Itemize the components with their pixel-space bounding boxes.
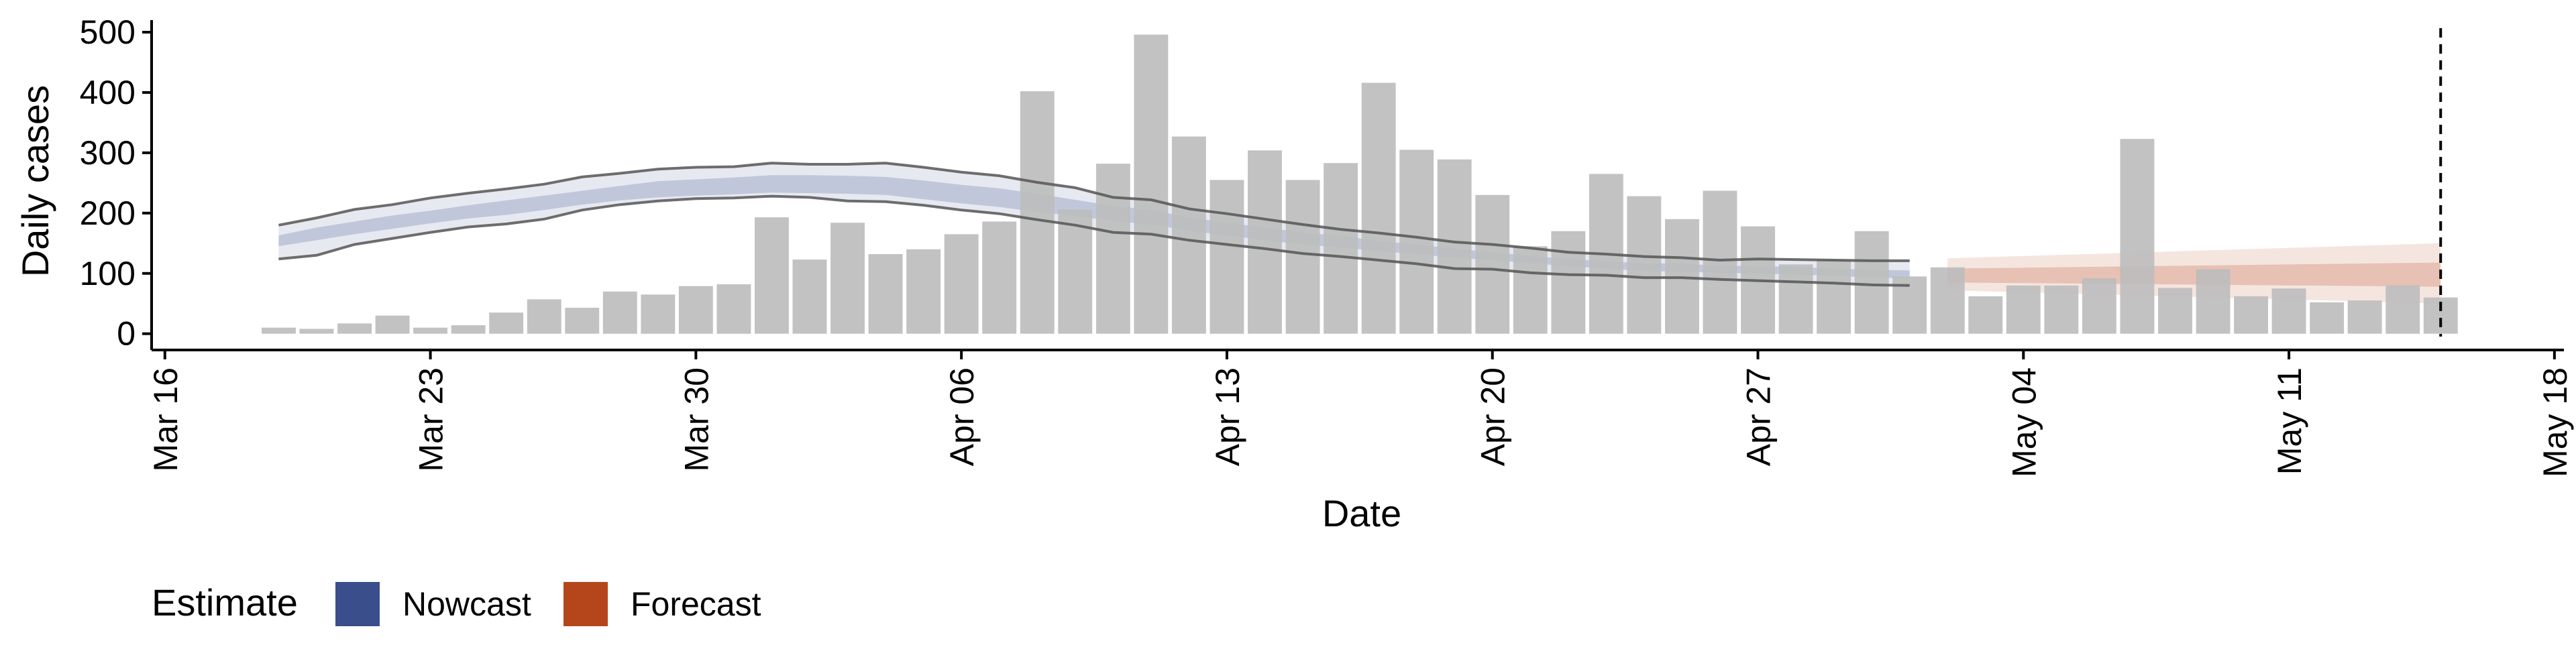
bar — [451, 325, 486, 334]
bar — [2082, 278, 2116, 334]
bar — [1095, 164, 1130, 334]
bar — [1248, 150, 1282, 334]
bar — [1475, 194, 1510, 334]
legend-title: Estimate — [152, 581, 298, 624]
bar — [2310, 302, 2345, 334]
y-axis: 0 100 200 300 400 500 — [80, 13, 152, 353]
x-tick-label: Mar 30 — [678, 367, 715, 472]
bar — [1551, 231, 1586, 334]
bar — [1134, 34, 1169, 334]
bar — [2044, 285, 2079, 334]
bar — [716, 284, 751, 334]
bound-lines-layer — [278, 162, 1910, 287]
bar — [1778, 264, 1813, 334]
bar — [489, 312, 524, 334]
legend: Estimate Nowcast Forecast — [152, 581, 761, 626]
y-tick-label: 200 — [80, 194, 136, 232]
y-axis-title: Daily cases — [14, 85, 56, 277]
bar — [1285, 180, 1320, 334]
nowcast-upper-bound-line — [278, 162, 1910, 262]
bar — [413, 327, 447, 334]
y-tick-label: 300 — [80, 134, 136, 172]
x-tick-label: Apr 06 — [943, 367, 981, 466]
bar — [2120, 139, 2155, 334]
x-tick-label: May 04 — [2005, 367, 2043, 477]
bar — [337, 323, 372, 334]
bar — [1968, 296, 2003, 334]
bar — [1854, 231, 1889, 334]
x-tick-label: Apr 20 — [1474, 367, 1512, 466]
bar — [2347, 300, 2382, 334]
x-tick-label: Apr 13 — [1209, 367, 1246, 466]
bar — [1210, 180, 1244, 334]
y-tick-label: 400 — [80, 74, 136, 111]
bar — [755, 217, 789, 334]
x-tick-label: May 11 — [2271, 367, 2308, 475]
x-tick-label: Apr 27 — [1740, 367, 1778, 466]
bar — [868, 254, 903, 334]
x-axis: Mar 16 Mar 23 Mar 30 Apr 06 Apr 13 Apr 20 Apr … — [147, 350, 2574, 477]
x-tick-label: May 18 — [2536, 367, 2574, 477]
bar — [1930, 267, 1965, 334]
bar — [299, 329, 334, 334]
bar — [602, 291, 637, 334]
x-axis-title: Date — [1322, 492, 1401, 534]
y-tick-label: 500 — [80, 13, 136, 51]
bar — [906, 249, 941, 334]
x-tick-label: Mar 16 — [147, 367, 184, 472]
bar — [1361, 82, 1396, 334]
nowcast-lower-bound-line — [278, 194, 1910, 287]
bar — [1627, 196, 1662, 334]
bar — [982, 221, 1017, 334]
bar — [2196, 269, 2231, 334]
bar — [262, 327, 296, 334]
bar — [2234, 296, 2268, 334]
bar — [641, 294, 676, 334]
bar — [944, 234, 979, 334]
legend-label-nowcast: Nowcast — [402, 585, 531, 623]
legend-swatch-forecast — [564, 582, 608, 626]
bar — [1399, 150, 1434, 334]
y-tick-label: 0 — [117, 315, 136, 353]
x-tick-label: Mar 23 — [413, 367, 450, 472]
bar — [565, 308, 600, 334]
bar — [1817, 259, 1851, 334]
bar — [1437, 159, 1472, 334]
bar — [1058, 209, 1093, 334]
y-tick-label: 100 — [80, 255, 136, 292]
legend-swatch-nowcast — [335, 582, 380, 626]
bar — [1324, 163, 1358, 334]
bar — [1020, 91, 1055, 334]
forecast-ribbon-50 — [1947, 262, 2441, 287]
bar — [792, 259, 827, 334]
bar — [1703, 190, 1737, 334]
bar — [1171, 136, 1206, 334]
bar — [2158, 288, 2192, 334]
bar — [678, 286, 713, 334]
bar — [1513, 246, 1548, 334]
bar — [830, 223, 865, 334]
legend-label-forecast: Forecast — [631, 585, 761, 623]
bar — [2385, 285, 2420, 334]
bar — [2006, 285, 2041, 334]
bar — [527, 299, 561, 334]
bar — [2271, 288, 2306, 334]
bar — [375, 315, 410, 334]
